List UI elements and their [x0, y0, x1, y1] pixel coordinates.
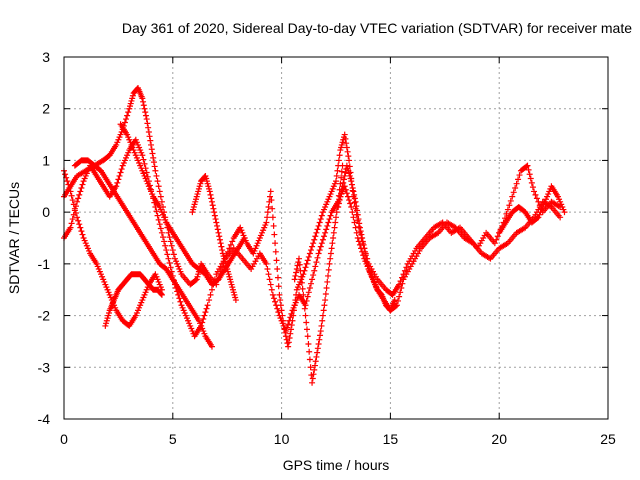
x-tick-label: 0	[60, 431, 68, 447]
y-tick-label: -4	[38, 411, 51, 427]
plus-markers	[189, 172, 239, 304]
series-track-g	[189, 172, 239, 304]
series-track-j	[496, 183, 568, 236]
x-tick-label: 15	[383, 431, 399, 447]
y-tick-label: 3	[42, 49, 50, 65]
y-tick-label: 1	[42, 152, 50, 168]
series-track-e	[71, 157, 215, 350]
plus-markers	[335, 162, 398, 314]
x-tick-label: 5	[169, 431, 177, 447]
y-tick-label: 0	[42, 204, 50, 220]
chart-title: Day 361 of 2020, Sidereal Day-to-day VTE…	[122, 20, 632, 36]
series-track-d	[102, 271, 165, 329]
x-tick-label: 10	[274, 431, 290, 447]
y-tick-label: -1	[38, 256, 51, 272]
y-tick-label: -2	[38, 308, 51, 324]
series-track-i	[335, 162, 398, 314]
x-tick-label: 25	[600, 431, 616, 447]
x-axis-title: GPS time / hours	[283, 457, 390, 473]
y-axis-title: SDTVAR / TECUs	[6, 182, 22, 294]
y-tick-label: -3	[38, 359, 51, 375]
data-points	[61, 85, 568, 386]
x-tick-labels: 0 5 10 15 20 25	[60, 431, 616, 447]
y-tick-labels: -4 -3 -2 -1 0 1 2 3	[38, 49, 51, 427]
plot-frame	[63, 56, 609, 420]
plus-markers	[71, 157, 215, 350]
series-track-f	[117, 121, 248, 288]
x-tick-label: 20	[491, 431, 507, 447]
plus-markers	[496, 183, 568, 236]
plus-markers	[102, 271, 165, 329]
plus-markers	[117, 121, 248, 288]
y-tick-label: 2	[42, 101, 50, 117]
axis-ticks	[63, 56, 609, 420]
